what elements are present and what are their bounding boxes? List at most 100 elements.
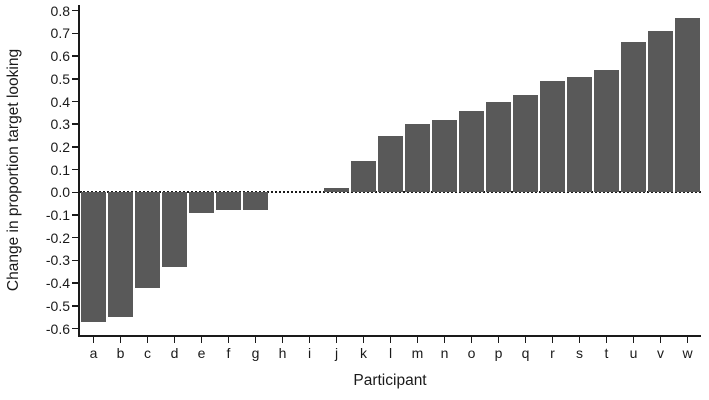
y-tick bbox=[72, 146, 79, 148]
x-tick-label-o: o bbox=[467, 345, 476, 361]
y-tick bbox=[72, 55, 79, 57]
x-tick bbox=[524, 336, 527, 343]
y-tick-label: -0.6 bbox=[45, 320, 70, 337]
x-tick bbox=[335, 336, 338, 343]
y-tick-label: -0.4 bbox=[45, 275, 70, 292]
x-tick-label-k: k bbox=[360, 345, 367, 361]
x-tick bbox=[200, 336, 203, 343]
y-tick bbox=[72, 214, 79, 216]
x-tick bbox=[119, 336, 122, 343]
x-tick-label-d: d bbox=[170, 345, 179, 361]
bar-n bbox=[432, 119, 457, 193]
y-tick-label: 0.2 bbox=[50, 138, 70, 155]
bar-v bbox=[648, 31, 673, 193]
x-tick-label-m: m bbox=[411, 345, 424, 361]
bar-w bbox=[675, 17, 700, 193]
bar-c bbox=[135, 192, 160, 288]
x-tick-label-q: q bbox=[521, 345, 530, 361]
x-tick bbox=[227, 336, 230, 343]
bar-u bbox=[621, 42, 646, 193]
x-tick bbox=[632, 336, 635, 343]
y-tick-label: -0.2 bbox=[45, 229, 70, 246]
x-tick bbox=[173, 336, 176, 343]
y-tick-label: -0.1 bbox=[45, 207, 70, 223]
x-tick-label-w: w bbox=[682, 345, 693, 361]
y-tick bbox=[72, 78, 79, 80]
y-tick-label: 0.1 bbox=[50, 161, 70, 178]
x-tick bbox=[92, 336, 95, 343]
x-axis-title: Participant bbox=[353, 372, 427, 389]
bar-g bbox=[243, 192, 268, 211]
y-tick bbox=[72, 282, 79, 284]
y-tick-label: 0.5 bbox=[50, 70, 70, 87]
bar-r bbox=[540, 81, 565, 193]
x-tick bbox=[443, 336, 446, 343]
x-tick-label-b: b bbox=[116, 345, 125, 361]
y-tick-label: 0.7 bbox=[50, 25, 70, 42]
x-tick-label-r: r bbox=[550, 345, 555, 361]
x-tick bbox=[605, 336, 608, 343]
bar-k bbox=[351, 160, 376, 193]
x-tick bbox=[146, 336, 149, 343]
x-tick bbox=[578, 336, 581, 343]
y-tick-label: 0.3 bbox=[50, 116, 70, 133]
x-tick-label-u: u bbox=[629, 345, 638, 361]
x-tick-label-s: s bbox=[576, 345, 583, 361]
x-axis-line bbox=[78, 335, 701, 337]
bar-t bbox=[594, 69, 619, 193]
x-tick-label-a: a bbox=[89, 345, 98, 361]
x-tick bbox=[281, 336, 284, 343]
x-tick-label-n: n bbox=[440, 345, 449, 361]
x-tick bbox=[362, 336, 365, 343]
y-tick-label: 0.4 bbox=[50, 93, 70, 110]
y-tick bbox=[72, 9, 79, 12]
bar-p bbox=[486, 101, 511, 193]
bar-f bbox=[216, 192, 241, 211]
x-tick-label-v: v bbox=[657, 345, 664, 361]
y-tick-label: 0.0 bbox=[50, 184, 70, 201]
y-tick-label: -0.3 bbox=[45, 252, 70, 269]
bar-q bbox=[513, 94, 538, 193]
x-tick bbox=[470, 336, 473, 343]
x-tick bbox=[416, 336, 419, 343]
y-tick bbox=[72, 32, 79, 35]
x-tick bbox=[659, 336, 662, 343]
bar-b bbox=[108, 192, 133, 318]
y-tick bbox=[72, 259, 79, 262]
x-tick-label-c: c bbox=[144, 345, 151, 361]
bar-l bbox=[378, 135, 403, 193]
y-axis-line bbox=[78, 5, 80, 335]
y-tick bbox=[72, 305, 79, 307]
y-tick-label: -0.5 bbox=[45, 297, 70, 314]
bar-d bbox=[162, 192, 187, 268]
x-tick-label-g: g bbox=[251, 345, 260, 361]
x-tick bbox=[308, 336, 311, 343]
x-tick-label-l: l bbox=[388, 345, 393, 361]
y-tick bbox=[72, 191, 79, 194]
bar-o bbox=[459, 110, 484, 193]
x-tick-label-p: p bbox=[494, 345, 503, 361]
x-tick bbox=[686, 336, 689, 343]
bar-j bbox=[324, 187, 349, 193]
x-tick bbox=[497, 336, 500, 343]
x-tick bbox=[551, 336, 554, 343]
y-axis-title: Change in proportion target looking bbox=[5, 48, 22, 292]
x-tick-label-i: i bbox=[307, 345, 312, 361]
y-tick bbox=[72, 100, 79, 103]
x-tick-label-t: t bbox=[604, 345, 609, 361]
x-tick bbox=[389, 336, 392, 343]
bar-m bbox=[405, 124, 430, 193]
y-tick-label: 0.6 bbox=[50, 48, 70, 65]
x-tick-label-f: f bbox=[226, 345, 231, 361]
x-tick-label-j: j bbox=[334, 345, 339, 361]
y-tick bbox=[72, 168, 79, 171]
bar-e bbox=[189, 192, 214, 213]
y-tick-label: 0.8 bbox=[50, 2, 70, 19]
bar-s bbox=[567, 76, 592, 193]
x-tick-label-e: e bbox=[197, 345, 206, 361]
y-tick bbox=[72, 236, 79, 239]
x-tick-label-h: h bbox=[278, 345, 287, 361]
zero-baseline bbox=[80, 191, 701, 194]
y-tick bbox=[72, 327, 79, 330]
